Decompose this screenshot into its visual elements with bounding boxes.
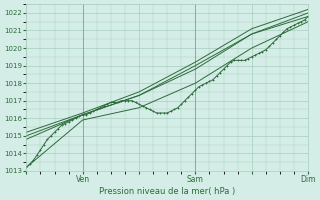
X-axis label: Pression niveau de la mer( hPa ): Pression niveau de la mer( hPa ) <box>99 187 235 196</box>
